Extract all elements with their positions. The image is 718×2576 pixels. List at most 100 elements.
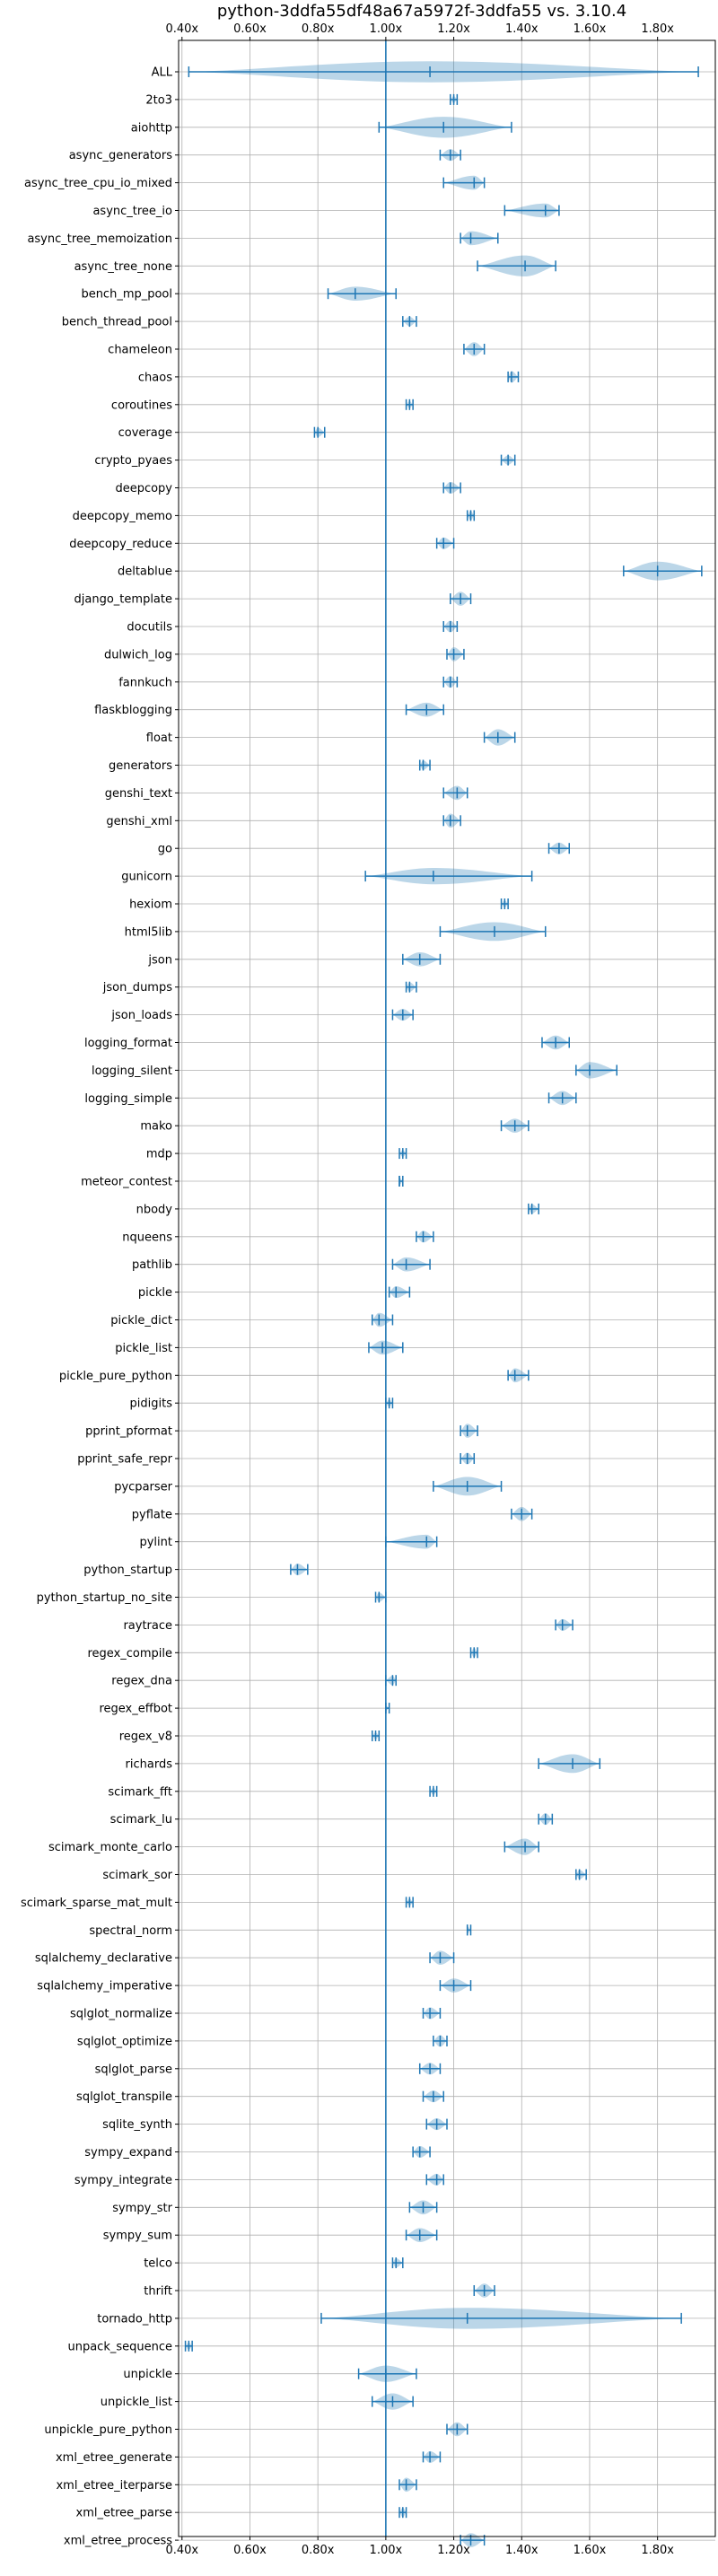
violin-layer [184,61,703,2547]
category-label: scimark_monte_carlo [48,1841,172,1854]
category-label: mdp [146,1148,172,1161]
category-label: generators [109,759,172,773]
category-label: sympy_sum [103,2230,172,2243]
category-label: spectral_norm [89,1924,172,1938]
category-label: regex_v8 [119,1730,172,1744]
category-label: aiohttp [131,121,172,135]
category-label: bench_thread_pool [62,316,172,329]
plot-frame [178,39,716,2537]
x-tick-label-bottom: 0.80x [302,2544,335,2557]
category-label: sympy_integrate [74,2174,172,2187]
x-tick-label-bottom: 1.00x [370,2544,403,2557]
category-label: async_generators [69,149,173,162]
category-label: pyflate [132,1508,172,1521]
category-label: dulwich_log [104,648,172,662]
category-label: unpack_sequence [67,2340,172,2353]
x-tick-label-bottom: 1.40x [505,2544,538,2557]
category-label: bench_mp_pool [81,288,172,302]
category-label: unpickle_list [101,2396,172,2409]
x-tick-label-top: 1.80x [641,22,674,36]
category-label: pickle_dict [110,1314,172,1327]
category-label: html5lib [125,925,172,939]
x-tick-label-top: 0.40x [165,22,198,36]
x-tick-label-top: 1.20x [437,22,470,36]
category-label: sympy_str [112,2202,172,2215]
category-label: chaos [138,371,172,384]
category-label: pprint_safe_repr [77,1453,172,1467]
category-label: python_startup_no_site [37,1591,172,1605]
category-label: ALL [152,66,173,80]
x-tick-label-bottom: 0.40x [165,2544,198,2557]
category-label: async_tree_memoization [27,232,172,246]
x-axis-top: 0.40x 0.60x 0.80x 1.00x 1.20x 1.40x 1.60x 1.80x [165,22,674,40]
category-label: 2to3 [145,93,172,107]
category-label: python_startup [83,1564,172,1577]
category-label: scimark_sparse_mat_mult [21,1897,172,1910]
category-label: pickle_pure_python [59,1370,172,1383]
category-label: logging_simple [84,1092,172,1106]
category-label: sqlalchemy_imperative [37,1980,172,1993]
category-label: hexiom [129,898,172,912]
category-label: meteor_contest [81,1176,172,1189]
x-tick-label-bottom: 1.60x [574,2544,607,2557]
category-label: coroutines [111,399,172,412]
category-label: nqueens [122,1231,172,1244]
category-label: logging_format [84,1037,172,1050]
category-label: regex_compile [87,1647,172,1660]
category-label: pickle [138,1286,172,1300]
category-label: async_tree_io [92,205,172,218]
category-label: unpickle_pure_python [44,2423,172,2437]
category-label: xml_etree_process [64,2535,172,2548]
x-tick-label-bottom: 0.60x [233,2544,267,2557]
category-label: chameleon [108,344,172,357]
x-tick-label-top: 1.60x [574,22,607,36]
grid-layer [179,40,715,2541]
category-label: scimark_sor [102,1869,172,1882]
category-label: sqlglot_transpile [76,2090,172,2104]
category-label: async_tree_cpu_io_mixed [24,177,172,190]
category-label: deltablue [118,565,172,579]
category-label: crypto_pyaes [94,454,172,468]
category-label: regex_effbot [99,1703,172,1716]
category-label: docutils [127,621,172,635]
category-label: raytrace [123,1619,172,1633]
category-label: fannkuch [118,676,172,689]
category-label: pylint [139,1536,172,1549]
category-label: regex_dna [111,1675,172,1688]
category-label: flaskblogging [94,704,172,717]
x-axis-bottom: 0.40x 0.60x 0.80x 1.00x 1.20x 1.40x 1.60x 1.80x [165,2537,674,2557]
x-tick-label-bottom: 1.20x [437,2544,470,2557]
category-label: xml_etree_parse [76,2507,172,2520]
x-tick-label-top: 0.80x [302,22,335,36]
x-tick-label-top: 0.60x [233,22,267,36]
category-label: scimark_fft [108,1785,172,1799]
x-tick-label-top: 1.40x [505,22,538,36]
category-label: sqlglot_optimize [77,2035,172,2048]
x-tick-label-top: 1.00x [370,22,403,36]
category-label: sqlglot_parse [95,2063,172,2076]
category-label: telco [144,2257,172,2271]
category-label: sympy_expand [84,2146,172,2160]
category-label: xml_etree_iterparse [56,2479,172,2493]
category-label: gunicorn [121,871,172,884]
category-label: nbody [136,1203,173,1216]
category-label: coverage [118,426,172,440]
category-label: richards [126,1757,173,1771]
category-label: pathlib [132,1258,172,1272]
category-label: thrift [144,2285,172,2299]
category-label: go [158,843,172,856]
category-label: scimark_lu [110,1813,172,1827]
category-label: sqlite_synth [102,2118,172,2132]
category-label: deepcopy [115,482,172,495]
category-label: pickle_list [115,1342,172,1355]
category-label: sqlalchemy_declarative [35,1952,172,1966]
category-label: json_loads [110,1009,172,1022]
category-label: xml_etree_generate [56,2451,172,2465]
category-label: genshi_xml [106,815,172,828]
category-label: genshi_text [105,787,172,801]
category-label: pprint_pformat [85,1425,172,1439]
category-label: logging_silent [92,1065,172,1078]
category-label: async_tree_none [74,260,172,274]
category-label: mako [140,1120,172,1134]
category-label: unpickle [123,2368,172,2381]
